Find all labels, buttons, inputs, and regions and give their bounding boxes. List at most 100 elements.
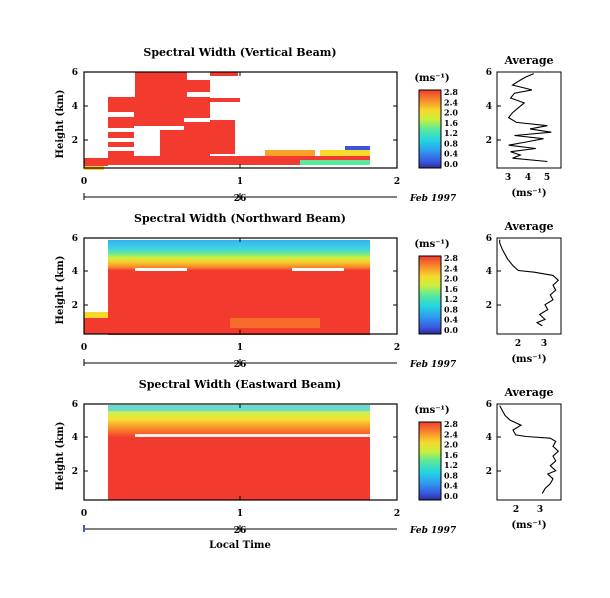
- y-axis-label: Height (km): [55, 422, 66, 491]
- gap: [135, 434, 370, 437]
- panel-title: Spectral Width (Northward Beam): [134, 212, 346, 225]
- colorbar-unit: (ms⁻¹): [414, 73, 449, 84]
- panel-title: Spectral Width (Eastward Beam): [139, 378, 341, 391]
- colorbar-tick: 0.8: [444, 138, 458, 148]
- colorbar-tick: 0.0: [444, 159, 458, 169]
- avg-x-tick: 5: [544, 173, 550, 183]
- echo-region: [108, 405, 370, 411]
- colorbar-tick: 1.6: [444, 118, 458, 128]
- colorbar-fill: [418, 89, 442, 169]
- gap: [134, 126, 160, 156]
- colorbar-tick: 2.8: [444, 87, 458, 97]
- echo-block: [320, 150, 370, 156]
- y-tick-label: 4: [72, 267, 78, 277]
- x-tick-label: 0: [81, 343, 87, 353]
- average-title: Average: [503, 386, 553, 399]
- panel-vertical: Spectral Width (Vertical Beam) Height (k…: [55, 46, 562, 204]
- colorbar-tick: 0.4: [444, 481, 458, 491]
- average-profile: [507, 73, 552, 163]
- y-tick-label: 4: [72, 433, 78, 443]
- heatmap-eastward: [108, 405, 370, 500]
- x-tick-label: 1: [237, 343, 243, 353]
- colorbar-tick: 2.4: [444, 263, 458, 273]
- x-tick-label: 2: [394, 177, 400, 187]
- noise: [230, 318, 320, 328]
- avg-x-tick: 2: [513, 505, 519, 515]
- x-tick-label: 2: [394, 509, 400, 519]
- colorbar-fill: [418, 421, 442, 501]
- colorbar-unit: (ms⁻¹): [414, 239, 449, 250]
- average-title: Average: [503, 54, 553, 67]
- colorbar-fill: [418, 255, 442, 335]
- gap: [108, 138, 134, 142]
- avg-x-label: (ms⁻¹): [511, 354, 546, 365]
- colorbar-tick: 2.0: [444, 274, 458, 284]
- echo-block: [265, 150, 315, 156]
- average-panel: Average 2 4 6 2 3 (ms⁻¹): [486, 386, 562, 531]
- avg-y-tick: 6: [486, 400, 492, 410]
- gap: [135, 268, 187, 271]
- date-label: Feb 1997: [409, 194, 457, 204]
- colorbar-tick: 0.4: [444, 315, 458, 325]
- echo-block: [210, 156, 370, 165]
- echo-block: [84, 158, 108, 166]
- date-tick: 26: [234, 194, 247, 204]
- gap: [108, 128, 134, 132]
- colorbar: (ms⁻¹) 0.00.40.81.21.62.02.42.8: [414, 73, 458, 169]
- echo-block: [210, 72, 238, 76]
- y-tick-label: 6: [72, 68, 78, 78]
- panel-eastward: Spectral Width (Eastward Beam) Height (k…: [55, 378, 562, 551]
- colorbar-tick: 1.2: [444, 294, 458, 304]
- colorbar-tick: 0.0: [444, 491, 458, 501]
- x-axis-label: Local Time: [209, 540, 271, 551]
- date-label: Feb 1997: [409, 360, 457, 370]
- date-axis: 26 Feb 1997: [83, 193, 457, 204]
- colorbar: (ms⁻¹) 0.00.40.81.21.62.02.42.8: [414, 239, 458, 335]
- avg-y-tick: 4: [486, 433, 492, 443]
- colorbar-tick: 0.0: [444, 325, 458, 335]
- avg-y-tick: 2: [486, 467, 492, 477]
- colorbar-tick: 1.2: [444, 128, 458, 138]
- y-tick-label: 6: [72, 400, 78, 410]
- echo-block: [345, 146, 370, 150]
- avg-y-tick: 4: [486, 102, 492, 112]
- y-tick-label: 2: [72, 301, 78, 311]
- echo-region: [84, 318, 108, 334]
- echo-region: [108, 240, 370, 270]
- y-ticks: 2 4 6: [72, 400, 397, 477]
- x-ticks: 0 1 2: [81, 404, 400, 519]
- avg-x-tick: 3: [541, 339, 547, 349]
- y-axis-label: Height (km): [55, 256, 66, 325]
- colorbar-tick: 0.4: [444, 149, 458, 159]
- avg-x-tick: 3: [505, 173, 511, 183]
- average-profile: [499, 405, 560, 494]
- heatmap-northward: [84, 240, 370, 335]
- echo-region: [84, 312, 108, 322]
- gap: [108, 112, 134, 117]
- colorbar-tick: 2.0: [444, 440, 458, 450]
- average-panel: Average 2 4 6 3 4 5 (ms⁻¹): [486, 54, 562, 199]
- y-tick-label: 6: [72, 234, 78, 244]
- avg-y-tick: 2: [486, 136, 492, 146]
- avg-y-tick: 6: [486, 234, 492, 244]
- avg-y-tick: 4: [486, 267, 492, 277]
- panel-title: Spectral Width (Vertical Beam): [143, 46, 336, 59]
- average-title: Average: [503, 220, 553, 233]
- y-tick-label: 4: [72, 102, 78, 112]
- colorbar-tick: 0.8: [444, 470, 458, 480]
- gap: [160, 126, 184, 130]
- date-tick: 26: [234, 360, 247, 370]
- average-frame: [496, 71, 562, 169]
- date-axis: 26 Feb 1997: [83, 359, 457, 370]
- avg-y-tick: 2: [486, 301, 492, 311]
- echo-block: [300, 160, 370, 165]
- average-frame: [496, 237, 562, 335]
- x-ticks: 0 1 2: [81, 238, 400, 353]
- avg-y-tick: 6: [486, 68, 492, 78]
- colorbar-tick: 1.6: [444, 450, 458, 460]
- gap: [292, 268, 344, 271]
- avg-x-label: (ms⁻¹): [511, 188, 546, 199]
- colorbar-tick: 1.2: [444, 460, 458, 470]
- gap: [235, 120, 265, 156]
